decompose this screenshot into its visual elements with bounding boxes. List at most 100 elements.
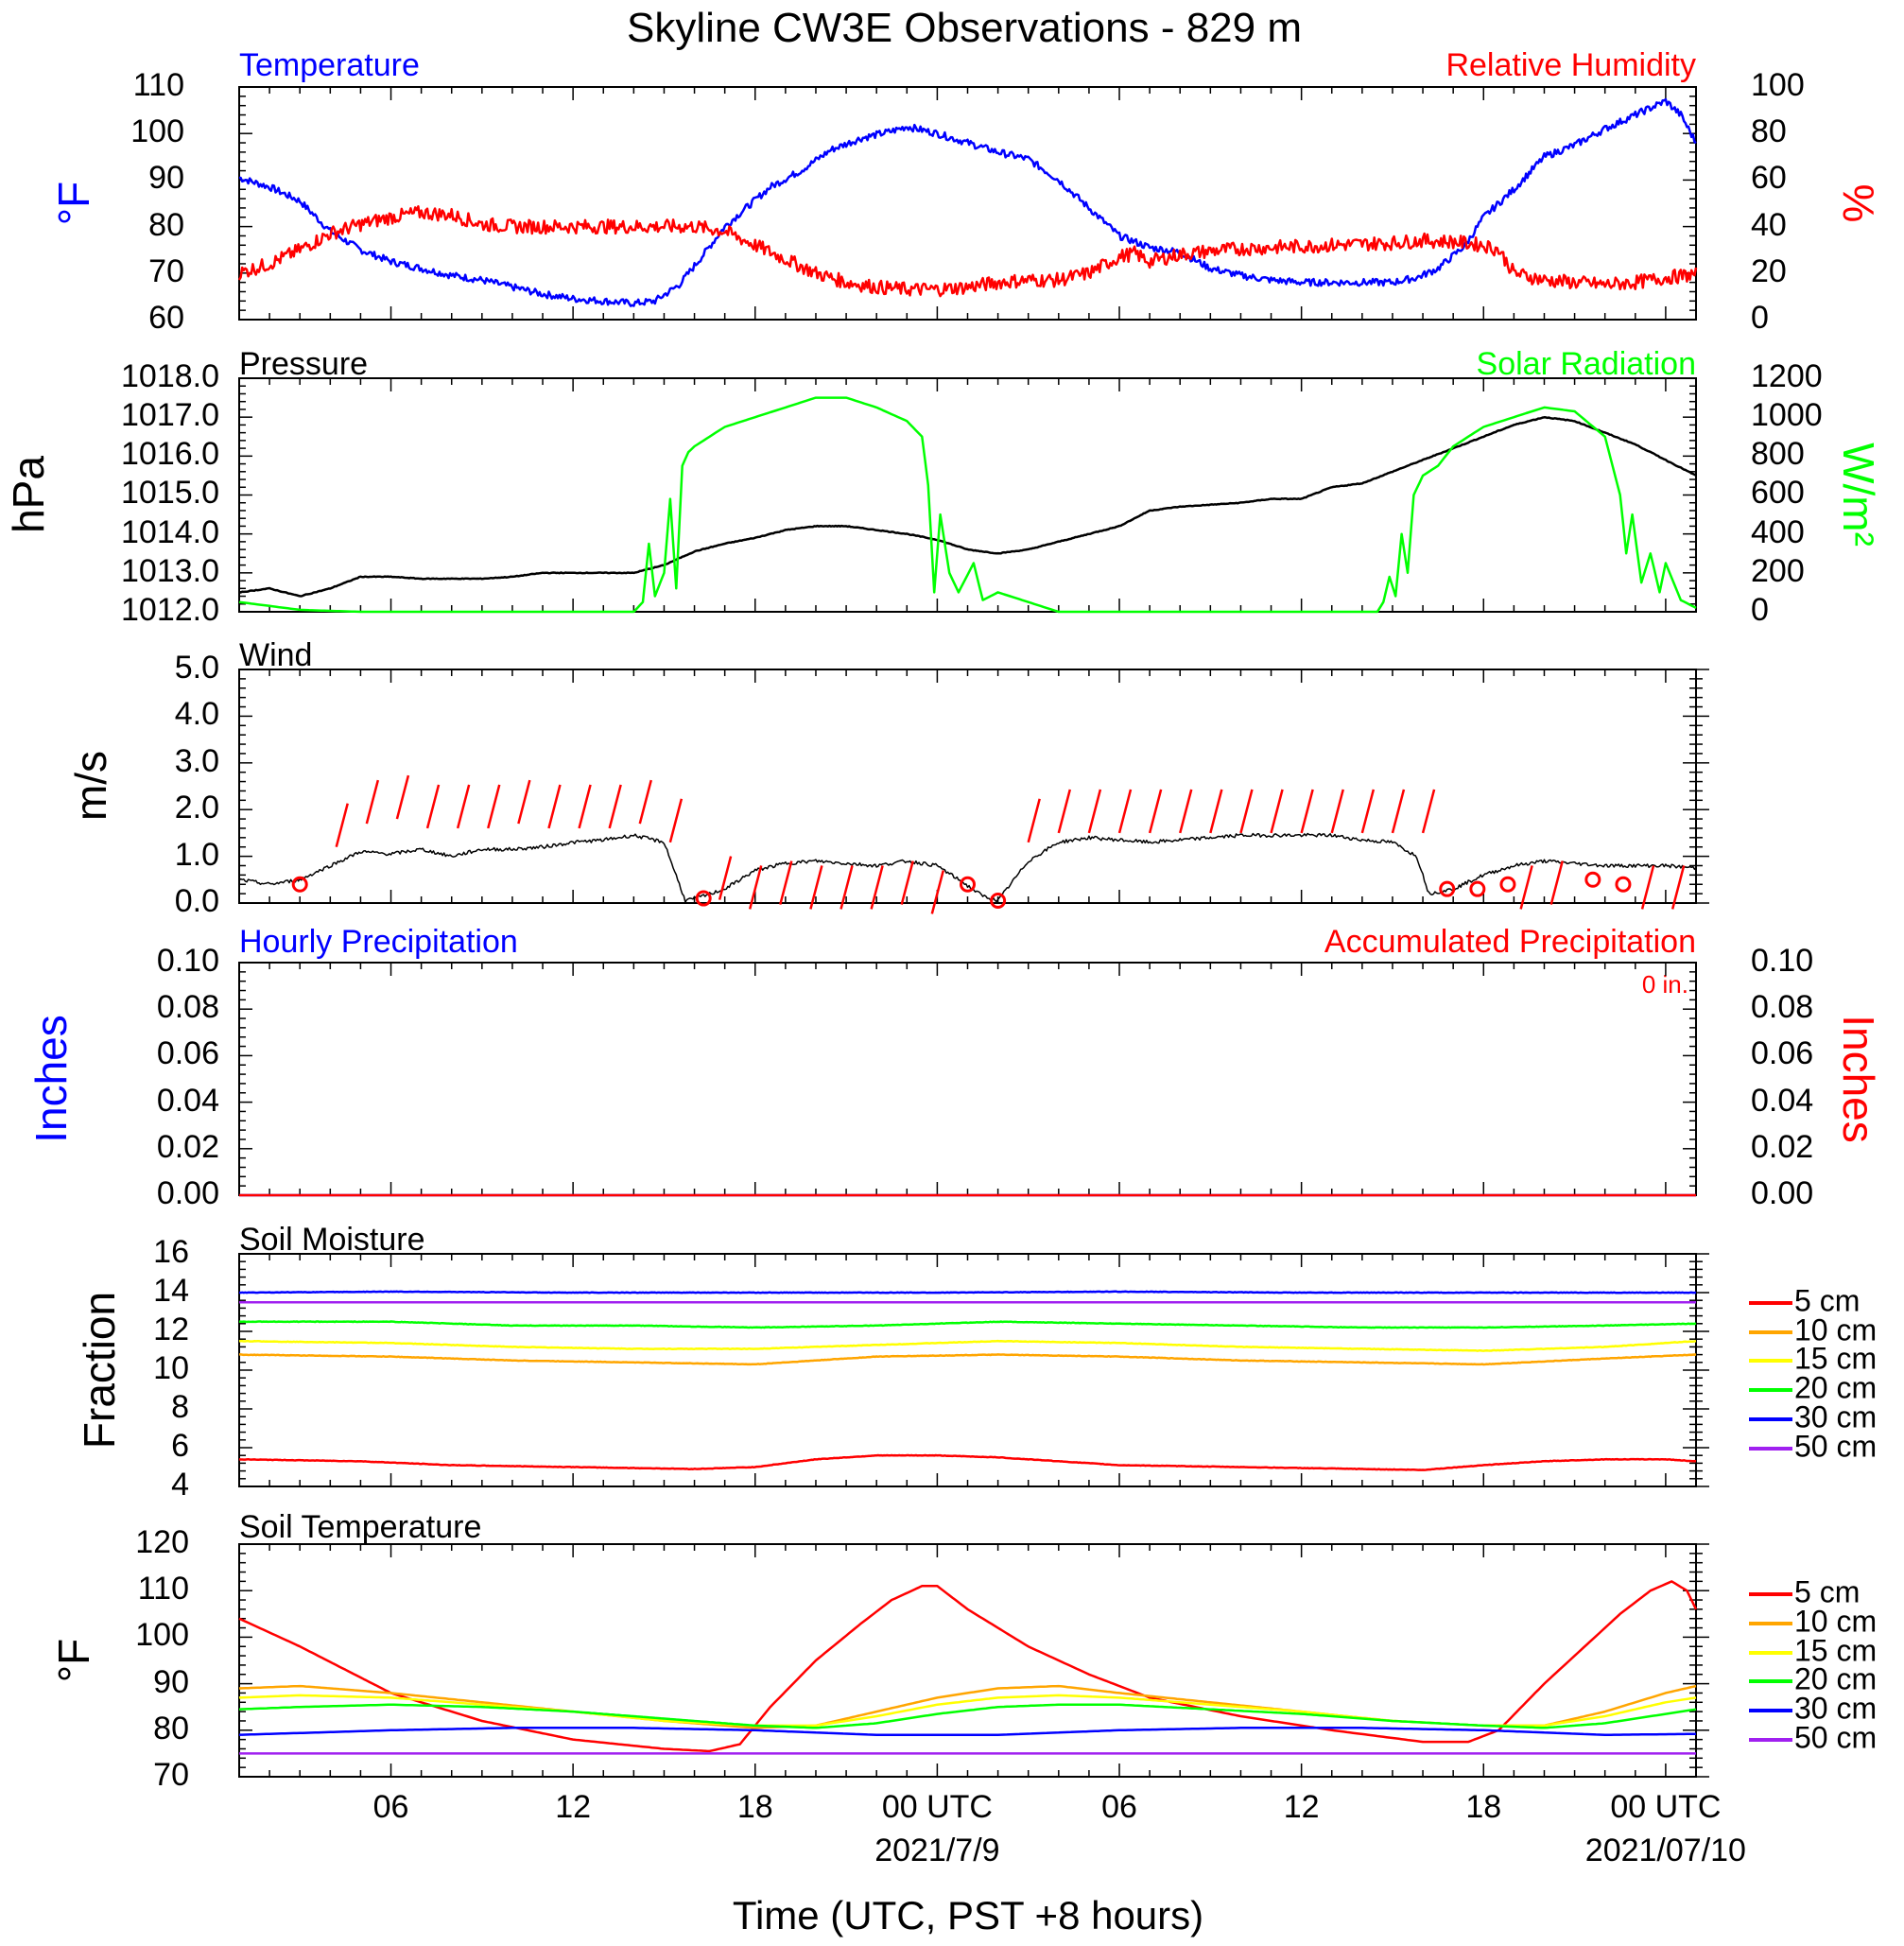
wind-barb <box>1391 789 1406 834</box>
tick-label: 0.08 <box>157 989 219 1025</box>
x-tick-label: 00 UTC <box>882 1789 993 1825</box>
soil-temp-title: Soil Temperature <box>239 1509 481 1545</box>
series-line-10-cm <box>239 1353 1697 1366</box>
wind-barb <box>608 784 622 829</box>
tick-label: 1015.0 <box>121 475 219 511</box>
legend-label: 10 cm <box>1794 1312 1877 1347</box>
panel-pressure-solar: Pressure Solar Radiation hPa W/m² 1012.0… <box>4 346 1883 628</box>
tick-marks <box>238 962 1697 1196</box>
series-layer-soil-moisture <box>238 1290 1697 1471</box>
soil-moisture-ticks: 4 6 8 10 12 14 16 <box>153 1234 189 1503</box>
wind-barb <box>456 784 471 829</box>
tick-label: 16 <box>153 1234 189 1270</box>
tick-label: 0.10 <box>1751 943 1813 979</box>
tick-label: 90 <box>153 1664 189 1700</box>
legend-label: 15 cm <box>1794 1341 1877 1375</box>
plot-frame-soil-temp <box>238 1543 1697 1778</box>
wind-barb <box>1209 789 1223 834</box>
series-line-20-cm <box>238 1320 1697 1329</box>
wind-barb <box>638 779 652 825</box>
wind-barb <box>1239 789 1254 834</box>
wind-barb <box>395 774 410 820</box>
wind-barb <box>335 803 349 848</box>
tick-label: 0.00 <box>1751 1175 1813 1211</box>
wind-barb <box>1549 860 1564 905</box>
tick-label: 1013.0 <box>121 553 219 589</box>
soil-temp-ticks: 70 80 90 100 110 120 <box>135 1524 189 1793</box>
x-axis: 06 12 18 00 UTC 2021/7/9 06 12 18 00 UTC 2021/07/… <box>373 1789 1746 1868</box>
wind-barb <box>578 784 592 829</box>
precip-left-units: Inches <box>26 1015 76 1143</box>
wind-barb <box>1117 789 1133 834</box>
tick-label: 4 <box>171 1467 189 1503</box>
wind-title: Wind <box>239 637 312 673</box>
wind-barb <box>487 784 501 829</box>
tick-marks <box>238 1543 1709 1778</box>
tick-label: 14 <box>153 1273 189 1309</box>
panel-temp-rh: Temperature Relative Humidity °F % 60 70… <box>49 47 1883 336</box>
temperature-units: °F <box>49 182 98 226</box>
wind-barb <box>870 865 884 910</box>
panel-wind: Wind m/s 0.0 1.0 2.0 3.0 4.0 5.0 <box>66 637 1709 919</box>
pressure-title: Pressure <box>239 346 368 382</box>
wind-barb <box>1057 789 1072 834</box>
legend-label: 5 cm <box>1794 1283 1860 1317</box>
soil-moisture-legend: 5 cm 10 cm 15 cm 20 cm 30 cm 50 cm <box>1749 1283 1877 1463</box>
tick-label: 2.0 <box>175 790 219 825</box>
accum-precip-title: Accumulated Precipitation <box>1324 924 1696 960</box>
panel-soil-moisture: Soil Moisture Fraction 4 6 8 10 12 14 16… <box>75 1222 1877 1503</box>
tick-label: 1014.0 <box>121 514 219 550</box>
wind-calm-marker <box>1439 880 1456 897</box>
tick-label: 100 <box>135 1617 189 1653</box>
pressure-ticks: 1012.0 1013.0 1014.0 1015.0 1016.0 1017.… <box>121 358 219 628</box>
legend-label: 15 cm <box>1794 1633 1877 1667</box>
wind-barb <box>1421 789 1436 834</box>
pressure-units: hPa <box>4 456 53 533</box>
solar-title: Solar Radiation <box>1477 346 1696 382</box>
wind-barb <box>668 798 684 843</box>
wind-calm-marker <box>1584 871 1601 888</box>
wind-barb <box>1300 789 1314 834</box>
tick-label: 800 <box>1751 436 1805 472</box>
tick-label: 1200 <box>1751 358 1823 394</box>
panel-soil-temperature: Soil Temperature °F 70 80 90 100 110 120… <box>49 1509 1877 1793</box>
wind-calm-marker <box>990 893 1007 910</box>
legend-label: 20 cm <box>1794 1661 1877 1695</box>
tick-marks <box>238 377 1697 613</box>
tick-label: 1017.0 <box>121 397 219 433</box>
tick-label: 10 <box>153 1350 189 1386</box>
legend-label: 50 cm <box>1794 1429 1877 1463</box>
series-layer-pressure-solar <box>238 396 1697 614</box>
wind-barb <box>1027 798 1041 843</box>
tick-label: 1012.0 <box>121 592 219 628</box>
series-line-30-cm <box>238 1290 1697 1294</box>
series-line-5-cm <box>238 1580 1698 1753</box>
tick-label: 80 <box>1751 113 1787 149</box>
tick-label: 0.04 <box>157 1083 219 1119</box>
wind-barb <box>1670 865 1686 910</box>
tick-label: 0.04 <box>1751 1083 1813 1119</box>
wind-barb <box>547 784 562 829</box>
tick-label: 0.0 <box>175 883 219 919</box>
wind-barb <box>748 865 763 910</box>
tick-label: 5.0 <box>175 650 219 686</box>
tick-label: 600 <box>1751 475 1805 511</box>
soil-temp-legend: 5 cm 10 cm 15 cm 20 cm 30 cm 50 cm <box>1749 1574 1877 1754</box>
legend-label: 30 cm <box>1794 1399 1877 1433</box>
humidity-ticks: 0 20 40 60 80 100 <box>1751 67 1805 336</box>
wind-barb <box>1179 789 1193 834</box>
wind-barb <box>779 860 793 905</box>
tick-label: 110 <box>138 1571 189 1607</box>
wind-barb <box>839 865 854 910</box>
tick-label: 0.10 <box>157 943 219 979</box>
wind-ticks: 0.0 1.0 2.0 3.0 4.0 5.0 <box>175 650 219 919</box>
tick-label: 12 <box>153 1312 189 1347</box>
series-line-30-cm <box>238 1727 1697 1736</box>
soil-moisture-units: Fraction <box>75 1292 124 1449</box>
wind-barb <box>1519 865 1533 910</box>
series-line-relative-humidity <box>237 205 1698 298</box>
plot-frame-soil-moisture <box>238 1253 1697 1487</box>
wind-barb <box>718 856 733 900</box>
tick-label: 0 <box>1751 300 1769 336</box>
